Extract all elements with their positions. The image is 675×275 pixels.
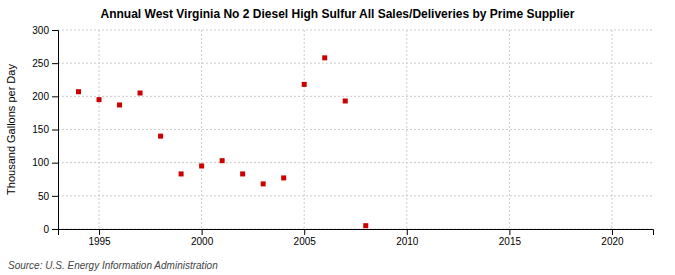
point <box>179 171 184 176</box>
tick-label: 200 <box>32 91 49 102</box>
tick-mark <box>304 229 305 235</box>
tick: 2020 <box>601 229 624 247</box>
point <box>343 98 348 103</box>
tick-mark <box>52 163 58 164</box>
tick-label: 150 <box>32 124 49 135</box>
tick-mark <box>52 63 58 64</box>
grid-line <box>99 30 100 229</box>
grid-line <box>406 30 407 229</box>
tick-mark <box>52 30 58 31</box>
tick-mark <box>52 130 58 131</box>
grid-line <box>58 96 653 97</box>
tick-mark <box>52 96 58 97</box>
tick: 50 <box>38 191 58 202</box>
tick-label: 250 <box>32 58 49 69</box>
x-axis: 1995 2000 2005 2010 2015 2020 <box>59 229 654 247</box>
source-note: Source: U.S. Energy Information Administ… <box>8 260 218 271</box>
tick-label: 2000 <box>191 236 214 247</box>
grid-line <box>58 195 653 196</box>
tick: 2010 <box>396 229 419 247</box>
point <box>261 181 266 186</box>
point <box>240 171 245 176</box>
axis-line <box>59 230 654 236</box>
tick: 0 <box>43 224 58 235</box>
tick: 200 <box>32 91 58 102</box>
point <box>76 89 81 94</box>
grid-line <box>58 63 653 64</box>
grid-line <box>509 30 510 229</box>
tick-mark <box>52 229 58 230</box>
point <box>302 82 307 87</box>
y-axis: 0 50 100 150 200 250 300 <box>32 25 58 235</box>
tick: 2000 <box>191 229 214 247</box>
tick-label: 100 <box>32 157 49 168</box>
tick-mark <box>509 229 510 235</box>
tick: 2015 <box>499 229 522 247</box>
y-axis-label: Thousand Gallons per Day <box>5 64 17 195</box>
axis-line <box>52 31 59 230</box>
tick-label: 2020 <box>601 236 624 247</box>
tick-label: 300 <box>32 25 49 36</box>
tick-mark <box>52 196 58 197</box>
points <box>76 55 368 228</box>
tick-label: 2005 <box>294 236 317 247</box>
tick: 150 <box>32 124 58 135</box>
tick-label: 2010 <box>396 236 419 247</box>
tick: 250 <box>32 58 58 69</box>
tick-label: 2015 <box>499 236 522 247</box>
title: Annual West Virginia No 2 Diesel High Su… <box>101 7 575 21</box>
tick-label: 0 <box>43 224 49 235</box>
grid-line <box>58 162 653 163</box>
point <box>199 163 204 168</box>
tick-label: 1995 <box>88 236 111 247</box>
grid-line <box>58 30 653 31</box>
tick-mark <box>612 229 613 235</box>
grid-line <box>304 30 305 229</box>
point <box>220 158 225 163</box>
point <box>138 91 143 96</box>
tick-mark <box>99 229 100 235</box>
tick: 2005 <box>294 229 317 247</box>
plot-area: 1995 2000 2005 2010 2015 2020 0 50 100 150 200 250 3… <box>32 25 653 247</box>
grid-line <box>201 30 202 229</box>
tick: 1995 <box>88 229 111 247</box>
grid <box>58 30 653 229</box>
chart: 1995 2000 2005 2010 2015 2020 0 50 100 150 200 250 3… <box>0 0 675 275</box>
tick-label: 50 <box>38 191 50 202</box>
tick-mark <box>202 229 203 235</box>
point <box>117 102 122 107</box>
grid-line <box>58 129 653 130</box>
tick: 300 <box>32 25 58 36</box>
point <box>97 97 102 102</box>
point <box>322 55 327 60</box>
point <box>281 175 286 180</box>
grid-line <box>611 30 612 229</box>
point <box>158 134 163 139</box>
tick-mark <box>407 229 408 235</box>
point <box>363 223 368 228</box>
tick: 100 <box>32 157 58 168</box>
